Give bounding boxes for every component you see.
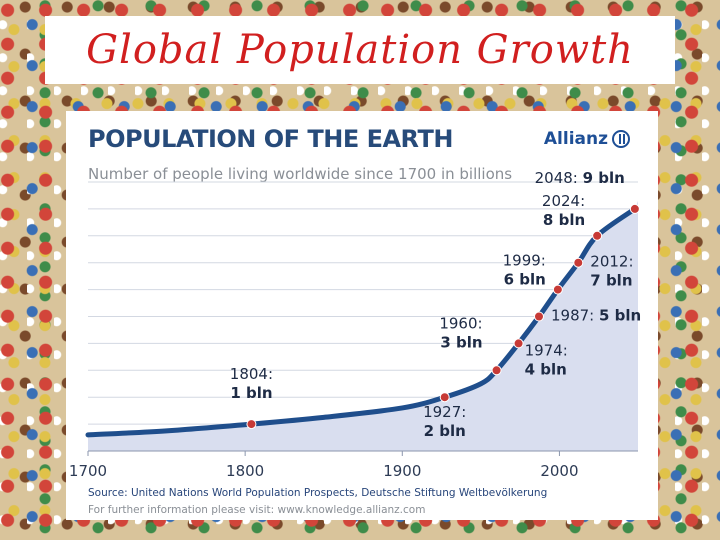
milestone-value: 4 bln bbox=[525, 360, 567, 378]
milestone-label: 2048: 9 bln bbox=[535, 169, 625, 187]
milestone-value: 5 bln bbox=[599, 307, 641, 325]
milestone-value: 2 bln bbox=[424, 422, 466, 440]
chart-heading: POPULATION OF THE EARTH bbox=[88, 125, 453, 153]
milestone-marker bbox=[513, 338, 524, 349]
milestone-value: 9 bln bbox=[583, 169, 625, 187]
milestone-marker bbox=[629, 203, 640, 214]
x-tick-label: 2000 bbox=[540, 462, 578, 480]
milestone-value: 8 bln bbox=[543, 211, 585, 229]
title-box: Global Population Growth bbox=[45, 16, 675, 84]
brand-logo: Allianz bbox=[544, 129, 630, 149]
milestone-year: 2024: bbox=[542, 192, 585, 210]
milestone-marker bbox=[246, 419, 257, 430]
source-note: Source: United Nations World Population … bbox=[88, 487, 548, 499]
population-chart: 1700 1800 1900 2000 1804:1 bln 1927:2 bln 1960… bbox=[69, 169, 641, 480]
milestone-marker bbox=[573, 257, 584, 268]
slide-title: Global Population Growth bbox=[86, 27, 634, 73]
milestone-value: 3 bln bbox=[440, 333, 482, 351]
milestone-year: 2012: bbox=[590, 253, 633, 271]
x-tick-label: 1700 bbox=[69, 462, 107, 480]
milestone-value: 1 bln bbox=[230, 384, 272, 402]
milestone-marker bbox=[491, 365, 502, 376]
milestone-marker bbox=[592, 230, 603, 241]
milestone-value: 6 bln bbox=[504, 271, 546, 289]
x-tick-label: 1800 bbox=[226, 462, 264, 480]
milestone-year: 2048: bbox=[535, 169, 583, 187]
milestone-year: 1987: bbox=[551, 307, 599, 325]
milestone-marker bbox=[552, 284, 563, 295]
milestone-marker bbox=[439, 392, 450, 403]
milestone-marker bbox=[534, 311, 544, 322]
brand-name: Allianz bbox=[543, 129, 608, 149]
chart-subtitle: Number of people living worldwide since … bbox=[88, 165, 513, 183]
milestone-year: 1974: bbox=[525, 341, 568, 359]
area-fill bbox=[88, 200, 638, 451]
milestone-year: 1804: bbox=[230, 365, 273, 383]
milestone-year: 1999: bbox=[503, 252, 546, 270]
milestone-year: 1960: bbox=[439, 314, 482, 332]
milestone-value: 7 bln bbox=[590, 272, 632, 290]
x-tick-label: 1900 bbox=[383, 462, 421, 480]
milestone-year: 1927: bbox=[423, 403, 466, 421]
chart-panel: POPULATION OF THE EARTH Number of people… bbox=[66, 111, 658, 520]
further-info-note: For further information please visit: ww… bbox=[88, 504, 426, 516]
milestone-label: 1987: 5 bln bbox=[551, 307, 641, 325]
brand-mark-icon bbox=[612, 130, 630, 148]
